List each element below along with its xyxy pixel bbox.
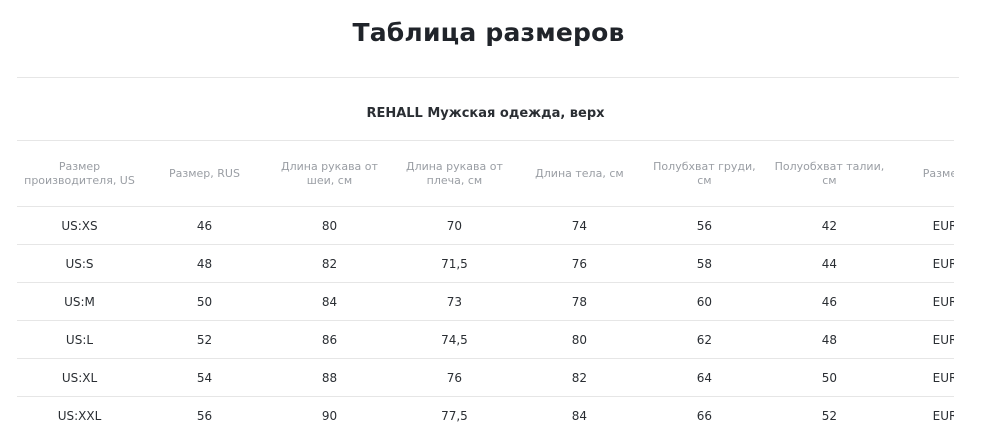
table-cell: 60 bbox=[641, 282, 767, 321]
table-cell: 74,5 bbox=[391, 320, 517, 359]
table-cell: 58 bbox=[641, 244, 767, 283]
table-cell: 48 bbox=[766, 320, 892, 359]
table-cell: EUR:52 bbox=[891, 320, 954, 359]
table-cell: 78 bbox=[516, 282, 642, 321]
table-cell: 52 bbox=[821, 408, 838, 423]
table-cell: 82 bbox=[516, 358, 642, 397]
table-cell: 71,5 bbox=[391, 244, 517, 283]
column-header-us-size: Размер производителя, US bbox=[17, 141, 142, 207]
column-header-half-waist: Полуобхват талии, см bbox=[766, 141, 892, 207]
table-cell: 77,5 bbox=[441, 408, 468, 423]
table-cell: 56 bbox=[641, 206, 767, 245]
table-row: US:M 50 84 73 78 60 46 EUR:50 bbox=[17, 282, 954, 321]
table-cell: US:S bbox=[17, 244, 142, 283]
table-cell: 52 bbox=[141, 320, 267, 359]
page-title: Таблица размеров bbox=[352, 18, 625, 47]
column-header-body-length: Длина тела, см bbox=[516, 141, 642, 207]
table-cell: 86 bbox=[266, 320, 392, 359]
table-cell: 76 bbox=[516, 244, 642, 283]
size-table-container[interactable]: REHALL Мужская одежда, верх Размер произ… bbox=[17, 78, 954, 438]
table-cell: 84 bbox=[571, 408, 588, 423]
table-cell: 44 bbox=[766, 244, 892, 283]
table-cell: 46 bbox=[141, 206, 267, 245]
table-cell: 50 bbox=[141, 282, 267, 321]
table-row: US:L 52 86 74,5 80 62 48 EUR:52 bbox=[17, 320, 954, 359]
table-cell: 70 bbox=[391, 206, 517, 245]
table-cell: US:M bbox=[17, 282, 142, 321]
table-cell: 56 bbox=[196, 408, 213, 423]
column-header-sleeve-from-shoulder: Длина рукава от плеча, см bbox=[391, 141, 517, 207]
table-cell: 76 bbox=[391, 358, 517, 397]
table-row: US:XS 46 80 70 74 56 42 EUR:46 bbox=[17, 206, 954, 245]
column-header-rus-size: Размер, RUS bbox=[141, 141, 267, 207]
table-header-row: Размер производителя, US Размер, RUS Дли… bbox=[17, 141, 954, 207]
table-cell: 54 bbox=[141, 358, 267, 397]
table-cell: 80 bbox=[266, 206, 392, 245]
table-row: US:XXL 56 90 77,5 84 66 52 EUR:56 bbox=[17, 397, 954, 435]
table-cell: 46 bbox=[766, 282, 892, 321]
title-divider bbox=[17, 77, 959, 78]
table-title-divider bbox=[17, 140, 954, 141]
column-header-sleeve-from-neck: Длина рукава от шеи, см bbox=[266, 141, 392, 207]
table-cell: 64 bbox=[641, 358, 767, 397]
table-cell: 74 bbox=[516, 206, 642, 245]
table-cell: 84 bbox=[266, 282, 392, 321]
table-cell: EUR:56 bbox=[932, 408, 954, 423]
table-cell: 82 bbox=[266, 244, 392, 283]
table-cell: 42 bbox=[766, 206, 892, 245]
table-cell: 88 bbox=[266, 358, 392, 397]
table-cell: 50 bbox=[766, 358, 892, 397]
table-cell: 62 bbox=[641, 320, 767, 359]
column-header-eu-size: Размер, EU bbox=[891, 141, 954, 207]
table-cell: 80 bbox=[516, 320, 642, 359]
table-cell: 90 bbox=[321, 408, 338, 423]
table-cell: EUR:54 bbox=[891, 358, 954, 397]
table-cell: US:XXL bbox=[57, 408, 102, 423]
table-row: US:S 48 82 71,5 76 58 44 EUR:48 bbox=[17, 244, 954, 283]
size-table: Размер производителя, US Размер, RUS Дли… bbox=[17, 141, 954, 434]
table-cell: US:L bbox=[17, 320, 142, 359]
table-cell: US:XL bbox=[17, 358, 142, 397]
table-cell: 66 bbox=[696, 408, 713, 423]
table-row: US:XL 54 88 76 82 64 50 EUR:54 bbox=[17, 358, 954, 397]
table-title: REHALL Мужская одежда, верх bbox=[366, 106, 605, 121]
table-cell: EUR:48 bbox=[891, 244, 954, 283]
table-cell: US:XS bbox=[17, 206, 142, 245]
table-cell: 73 bbox=[391, 282, 517, 321]
table-cell: EUR:46 bbox=[891, 206, 954, 245]
table-cell: EUR:50 bbox=[891, 282, 954, 321]
column-header-half-chest: Полубхват груди, см bbox=[641, 141, 767, 207]
table-cell: 48 bbox=[141, 244, 267, 283]
